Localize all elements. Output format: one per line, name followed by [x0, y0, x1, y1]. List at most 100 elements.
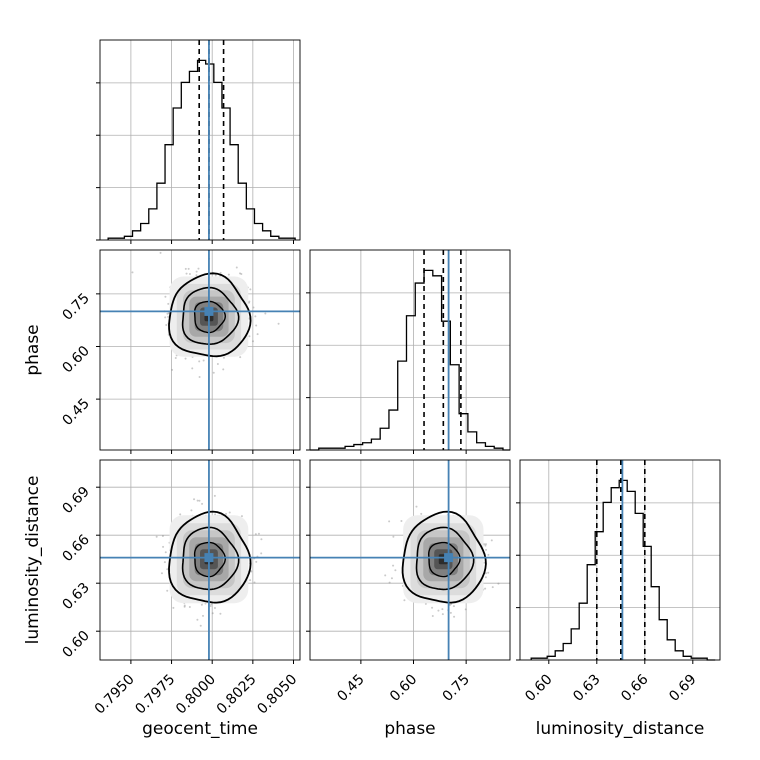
sample-point	[167, 302, 170, 305]
y-tick-label-luminosity-distance: 0.60	[59, 628, 92, 661]
panel-border	[99, 249, 301, 451]
sample-point	[184, 357, 187, 360]
histogram-panel-geocent-time	[96, 39, 301, 244]
x-tick-label-luminosity-distance: 0.69	[666, 672, 699, 705]
sample-point	[394, 569, 397, 572]
sample-point	[209, 604, 212, 607]
sample-point	[211, 612, 214, 615]
histogram-phase	[310, 269, 510, 451]
sample-point	[202, 614, 205, 617]
x-tick-label-phase: 0.60	[387, 672, 420, 705]
sample-point	[171, 368, 174, 371]
sample-point	[260, 538, 263, 541]
sample-point	[227, 273, 230, 276]
scatter-panel-phase-vs-geocent-time: 0.45 0.60 0.75	[59, 242, 301, 454]
sample-point	[420, 512, 423, 515]
sample-point	[164, 295, 167, 298]
sample-point	[216, 363, 219, 366]
sample-point	[277, 322, 280, 325]
x-tick-label-luminosity-distance: 0.63	[570, 672, 603, 705]
sample-point	[249, 579, 252, 582]
x-tick-label-geocent-time: 0.8050	[254, 672, 300, 718]
x-tick-label-geocent-time: 0.8025	[214, 672, 260, 718]
sample-point	[250, 570, 253, 573]
sample-point	[199, 624, 202, 627]
panel-border	[99, 459, 301, 661]
y-tick-label-phase: 0.45	[59, 396, 92, 429]
sample-point	[256, 333, 259, 336]
x-tick-label-geocent-time: 0.7975	[132, 672, 178, 718]
sample-point	[441, 613, 444, 616]
sample-point	[464, 608, 467, 611]
panel-content	[310, 460, 510, 660]
sample-point	[222, 368, 225, 371]
sample-point	[490, 539, 493, 542]
sample-point	[212, 371, 215, 374]
panel-content	[100, 460, 300, 660]
sample-point	[240, 272, 243, 275]
x-axis-label-luminosity-distance: luminosity_distance	[536, 719, 705, 739]
contour-level-2	[181, 286, 240, 346]
sample-point	[483, 543, 486, 546]
sample-point	[213, 607, 216, 610]
sample-point	[184, 267, 187, 270]
sample-point	[188, 272, 191, 275]
sample-point	[228, 511, 231, 514]
sample-point	[491, 586, 494, 589]
sample-point	[131, 271, 134, 274]
sample-point	[255, 560, 258, 563]
sample-point	[484, 544, 487, 547]
panel-border	[309, 249, 511, 451]
sample-point	[188, 606, 191, 609]
contour-level-2	[181, 526, 240, 591]
sample-point	[198, 376, 201, 379]
panel-border	[309, 459, 511, 661]
sample-point	[195, 270, 198, 273]
x-tick-label-phase: 0.75	[440, 672, 473, 705]
sample-point	[424, 602, 427, 605]
x-tick-label-luminosity-distance: 0.66	[618, 671, 651, 704]
sample-point	[219, 612, 222, 615]
y-tick-label-phase: 0.75	[59, 290, 92, 323]
sample-point	[213, 494, 216, 497]
y-tick-label-phase: 0.60	[59, 343, 92, 376]
sample-point	[484, 576, 487, 579]
sample-point	[198, 499, 201, 502]
contour-level-3	[193, 541, 227, 578]
y-axis-label-luminosity-distance: luminosity_distance	[23, 476, 43, 645]
sample-point	[247, 301, 250, 304]
sample-point	[161, 535, 164, 538]
panel-border	[519, 459, 721, 661]
sample-point	[187, 267, 190, 270]
sample-point	[485, 572, 488, 575]
histogram-geocent-time	[107, 59, 296, 240]
histogram-luminosity-distance	[530, 479, 716, 661]
sample-point	[487, 571, 490, 574]
sample-point	[248, 300, 251, 303]
sample-point	[452, 605, 455, 608]
sample-point	[240, 515, 243, 518]
truth-marker	[444, 553, 454, 563]
sample-point	[484, 543, 487, 546]
sample-point	[195, 274, 198, 277]
sample-point	[252, 306, 255, 309]
sample-point	[204, 242, 206, 244]
x-tick-label-geocent-time: 0.8000	[173, 672, 219, 718]
sample-point	[160, 572, 163, 575]
sample-point	[193, 498, 196, 501]
sample-point	[390, 577, 393, 580]
y-tick-label-luminosity-distance: 0.63	[59, 580, 92, 613]
sample-point	[239, 356, 242, 359]
sample-point	[167, 312, 170, 315]
y-tick-label-luminosity-distance: 0.66	[59, 532, 92, 565]
sample-point	[487, 553, 490, 556]
sample-point	[260, 552, 263, 555]
contour-level-1	[168, 510, 252, 604]
sample-point	[239, 272, 242, 275]
sample-point	[198, 360, 201, 363]
sample-point	[400, 519, 403, 522]
sample-point	[264, 312, 267, 315]
sample-point	[392, 535, 395, 538]
sample-point	[183, 605, 186, 608]
